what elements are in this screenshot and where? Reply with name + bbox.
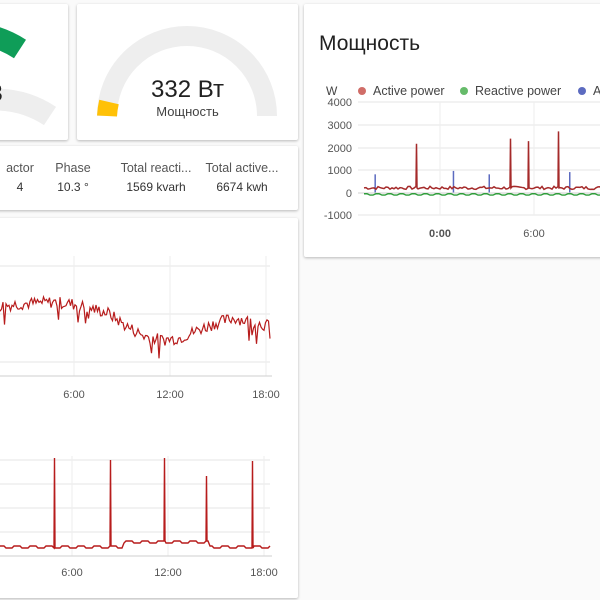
history-chart-2[interactable]: 6:00 12:00 18:00: [0, 408, 298, 598]
legend-item-a[interactable]: A: [578, 84, 600, 98]
gauge-power-fill: [97, 99, 119, 117]
y-tick-label: 2000: [328, 143, 352, 155]
x-tick-label: 6:00: [61, 567, 82, 579]
gauge-power-track: [97, 26, 277, 117]
x-tick-label: 12:00: [156, 389, 184, 401]
card-title: Мощность: [319, 32, 421, 55]
y-tick-label: -1000: [324, 210, 352, 222]
x-tick-label: 12:00: [154, 567, 182, 579]
gauge-left-value: 3: [0, 80, 6, 108]
legend-dot: [578, 87, 586, 95]
series-line-active-power: [363, 131, 600, 191]
legend-dot: [460, 87, 468, 95]
x-tick-label: 18:00: [252, 389, 280, 401]
stat-value: 10.3 °: [57, 180, 89, 194]
legend-label: Reactive power: [475, 84, 562, 98]
y-tick-label: 1000: [328, 165, 352, 177]
legend-item-active-power[interactable]: Active power: [358, 84, 445, 98]
grid-lines: [0, 456, 272, 557]
gauge-power-name: Мощность: [156, 104, 219, 119]
stat-value: 6674 kwh: [216, 180, 268, 194]
legend-label: Active power: [373, 84, 445, 98]
stat-power-factor[interactable]: actor 4: [0, 161, 50, 194]
series-line: [0, 457, 271, 550]
gauge-card-left[interactable]: 3: [0, 4, 68, 140]
gauge-left-track: [0, 88, 57, 126]
series-line-reactive-power: [364, 193, 600, 196]
stat-label: Phase: [55, 161, 91, 175]
x-tick-label: 6:00: [63, 389, 84, 401]
gauge-power-value: 332 Вт: [151, 76, 224, 103]
stat-value: 4: [16, 180, 24, 194]
y-tick-label: 0: [346, 188, 352, 200]
gauge-power-svg: [97, 26, 277, 117]
stat-total-reactive[interactable]: Total reacti... 1569 kvarh: [114, 161, 198, 194]
series-line: [0, 294, 271, 359]
stat-label: Total active...: [205, 161, 279, 175]
history-card: 6:00 12:00 18:00 6:00 12:00 18:00: [0, 218, 298, 598]
stat-value: 1569 kvarh: [126, 180, 186, 194]
stat-label: Total reacti...: [120, 161, 192, 175]
power-chart-card: Мощность W Active power Reactive power A…: [304, 4, 600, 257]
gauge-left-fill: [0, 27, 26, 59]
y-tick-label: 4000: [328, 97, 352, 109]
stat-phase[interactable]: Phase 10.3 °: [42, 161, 104, 194]
x-tick-label: 0:00: [429, 228, 451, 240]
stat-total-active[interactable]: Total active... 6674 kwh: [200, 161, 284, 194]
y-axis-unit: W: [326, 84, 338, 98]
legend-label: A: [593, 84, 600, 98]
stats-card: actor 4 Phase 10.3 ° Total reacti... 156…: [0, 146, 298, 210]
history-chart-1[interactable]: 6:00 12:00 18:00: [0, 218, 298, 408]
stat-label: actor: [6, 161, 34, 175]
legend-dot: [358, 87, 366, 95]
gauge-left-svg: [0, 27, 57, 126]
y-tick-label: 3000: [328, 120, 352, 132]
grid-lines: [0, 256, 272, 377]
power-chart[interactable]: 4000 3000 2000 1000 0 -1000 0:00 6:00: [304, 4, 600, 257]
legend-item-reactive-power[interactable]: Reactive power: [460, 84, 561, 98]
grid-lines: [358, 101, 600, 216]
x-tick-label: 18:00: [250, 567, 278, 579]
x-tick-label: 6:00: [523, 228, 544, 240]
gauge-card-power[interactable]: 332 Вт Мощность: [77, 4, 298, 140]
